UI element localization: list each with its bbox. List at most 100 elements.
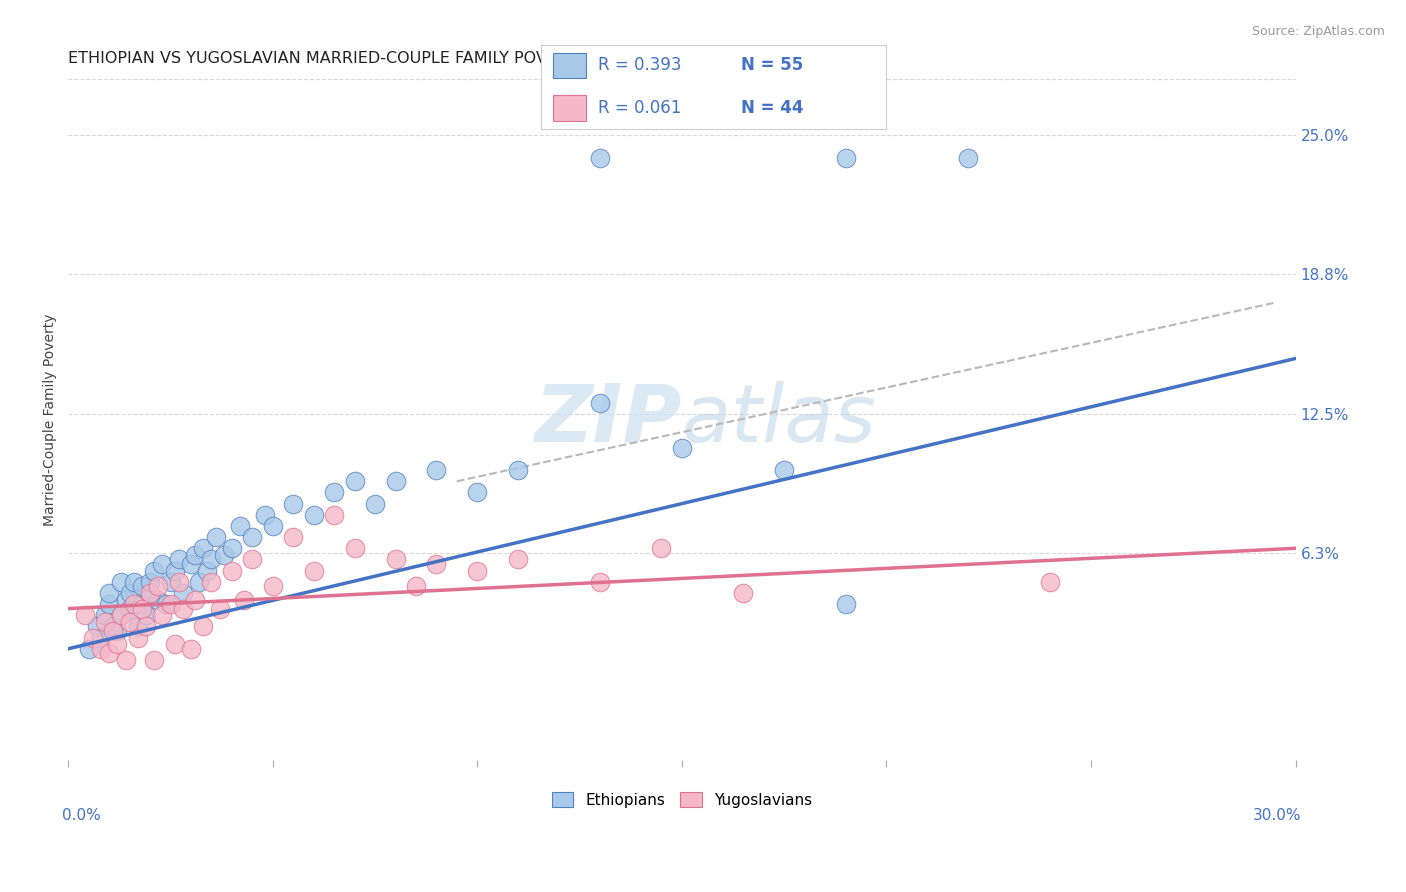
Point bbox=[957, 151, 980, 165]
Text: 0.0%: 0.0% bbox=[62, 808, 101, 823]
Point bbox=[589, 574, 612, 589]
Point bbox=[229, 519, 252, 533]
Point bbox=[384, 552, 406, 566]
Text: N = 55: N = 55 bbox=[741, 56, 803, 74]
Point bbox=[94, 608, 117, 623]
Point bbox=[508, 463, 530, 477]
Point bbox=[118, 615, 141, 629]
Point bbox=[212, 548, 235, 562]
Point bbox=[172, 601, 194, 615]
Text: N = 44: N = 44 bbox=[741, 99, 804, 117]
Point bbox=[240, 530, 263, 544]
Point bbox=[139, 586, 162, 600]
Point bbox=[508, 552, 530, 566]
Point bbox=[650, 541, 672, 556]
Point bbox=[253, 508, 276, 522]
Point bbox=[208, 601, 231, 615]
Point bbox=[122, 597, 145, 611]
Point bbox=[302, 508, 325, 522]
Point bbox=[1039, 574, 1062, 589]
Point bbox=[733, 586, 755, 600]
Point bbox=[98, 597, 121, 611]
Point bbox=[90, 631, 112, 645]
Point bbox=[343, 541, 366, 556]
Point bbox=[148, 592, 170, 607]
Point bbox=[262, 579, 284, 593]
Point bbox=[467, 564, 489, 578]
Point bbox=[150, 608, 173, 623]
Point bbox=[122, 574, 145, 589]
Point bbox=[834, 151, 856, 165]
Point bbox=[405, 579, 427, 593]
Point bbox=[98, 586, 121, 600]
Point bbox=[262, 519, 284, 533]
Point bbox=[73, 608, 96, 623]
Point bbox=[148, 579, 170, 593]
Point bbox=[589, 151, 612, 165]
Point bbox=[193, 541, 215, 556]
Point bbox=[131, 601, 153, 615]
Point bbox=[163, 637, 186, 651]
Point bbox=[114, 653, 136, 667]
Point bbox=[103, 619, 125, 633]
Point bbox=[150, 557, 173, 571]
Point bbox=[384, 475, 406, 489]
Point bbox=[240, 552, 263, 566]
Point bbox=[323, 485, 346, 500]
Point bbox=[110, 608, 132, 623]
FancyBboxPatch shape bbox=[554, 54, 586, 78]
Point bbox=[127, 619, 149, 633]
Text: 30.0%: 30.0% bbox=[1253, 808, 1302, 823]
Point bbox=[155, 597, 177, 611]
Point bbox=[425, 463, 447, 477]
Point bbox=[82, 631, 104, 645]
Text: atlas: atlas bbox=[682, 381, 877, 458]
Point bbox=[184, 592, 207, 607]
Point bbox=[195, 564, 218, 578]
Point bbox=[114, 592, 136, 607]
FancyBboxPatch shape bbox=[554, 95, 586, 120]
Point bbox=[86, 619, 108, 633]
Point bbox=[204, 530, 226, 544]
Point bbox=[94, 615, 117, 629]
Point bbox=[323, 508, 346, 522]
Point bbox=[233, 592, 256, 607]
Point bbox=[98, 646, 121, 660]
Point bbox=[131, 579, 153, 593]
Point bbox=[118, 586, 141, 600]
Point bbox=[131, 597, 153, 611]
Point bbox=[467, 485, 489, 500]
Text: R = 0.393: R = 0.393 bbox=[598, 56, 682, 74]
Point bbox=[302, 564, 325, 578]
Point bbox=[105, 637, 128, 651]
Point bbox=[180, 557, 202, 571]
Point bbox=[180, 641, 202, 656]
Point bbox=[159, 574, 181, 589]
Point bbox=[773, 463, 796, 477]
Point bbox=[143, 653, 166, 667]
Point bbox=[103, 624, 125, 638]
Point bbox=[283, 497, 305, 511]
Point bbox=[200, 574, 222, 589]
Point bbox=[425, 557, 447, 571]
Text: ZIP: ZIP bbox=[534, 381, 682, 458]
Text: ETHIOPIAN VS YUGOSLAVIAN MARRIED-COUPLE FAMILY POVERTY CORRELATION CHART: ETHIOPIAN VS YUGOSLAVIAN MARRIED-COUPLE … bbox=[69, 51, 765, 66]
Point bbox=[221, 541, 243, 556]
Point bbox=[159, 597, 181, 611]
Point bbox=[110, 574, 132, 589]
Point bbox=[143, 564, 166, 578]
Point bbox=[110, 608, 132, 623]
Text: R = 0.061: R = 0.061 bbox=[598, 99, 682, 117]
Point bbox=[283, 530, 305, 544]
Point bbox=[184, 548, 207, 562]
Point bbox=[188, 574, 211, 589]
Point bbox=[135, 608, 157, 623]
Point bbox=[139, 591, 162, 605]
Point bbox=[834, 597, 856, 611]
Point bbox=[139, 574, 162, 589]
Point bbox=[135, 619, 157, 633]
Point bbox=[167, 574, 190, 589]
Point bbox=[364, 497, 387, 511]
Point bbox=[167, 552, 190, 566]
Point bbox=[200, 552, 222, 566]
